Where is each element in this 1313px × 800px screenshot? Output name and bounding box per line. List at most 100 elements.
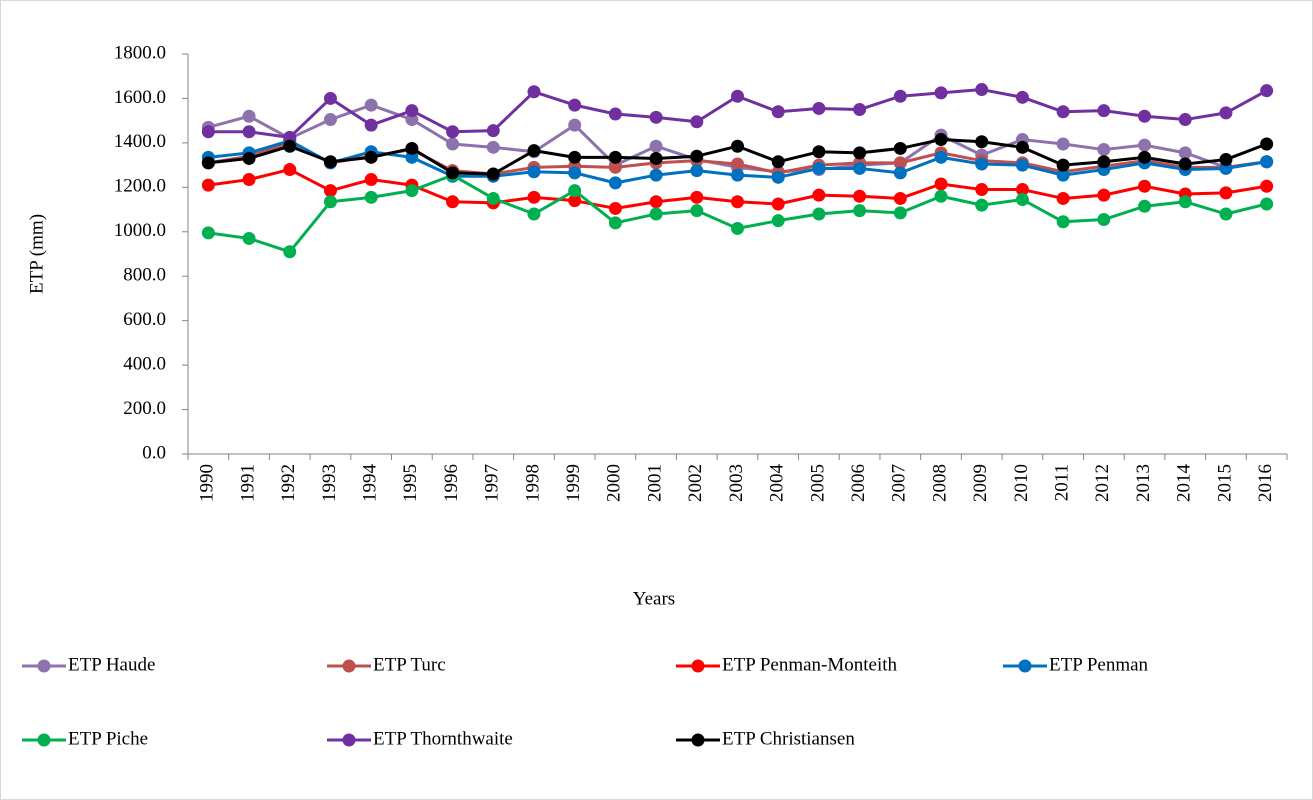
data-point [1015,140,1029,154]
data-point [1138,109,1152,123]
data-point [283,245,297,259]
data-point [1097,188,1111,202]
legend-label: ETP Penman-Monteith [722,654,898,675]
y-tick-label: 1200.0 [114,176,166,197]
data-point [771,170,785,184]
x-tick-label: 2011 [1051,464,1072,501]
data-point [364,190,378,204]
data-point [934,133,948,147]
data-point [405,141,419,155]
data-point [323,91,337,105]
data-point [364,150,378,164]
data-point [690,115,704,129]
data-point [364,98,378,112]
data-point [608,150,622,164]
data-point [1260,179,1274,193]
data-point [323,184,337,198]
data-point [649,139,663,153]
data-point [649,151,663,165]
data-point [893,89,907,103]
data-point [731,168,744,182]
data-point [405,150,419,164]
x-tick-label: 2001 [644,464,665,502]
x-tick-label: 1999 [563,464,584,502]
x-tick-label: 1995 [400,464,421,502]
y-tick-label: 1400.0 [114,131,166,152]
data-point [1056,158,1070,172]
data-point [853,161,867,175]
data-point [893,166,907,180]
legend-swatch-marker [691,659,705,673]
data-point [853,189,867,203]
data-point [649,207,663,221]
data-point [771,197,785,211]
data-point [242,173,256,187]
legend-label: ETP Christiansen [722,728,855,749]
legend-label: ETP Penman [1049,654,1149,675]
data-point [201,178,215,192]
data-point [731,139,744,153]
data-point [1219,186,1233,200]
y-tick-label: 200.0 [123,398,166,419]
data-point [649,110,663,124]
data-point [649,195,663,209]
data-point [893,141,907,155]
x-tick-label: 2014 [1174,464,1195,503]
data-point [1097,143,1111,157]
data-point [527,165,541,179]
x-axis-title: Years [633,588,675,609]
x-tick-label: 1993 [319,464,340,502]
x-tick-label: 2005 [807,464,828,502]
data-point [1015,183,1029,197]
legend-label: ETP Piche [68,728,148,749]
data-point [934,150,948,164]
data-point [242,151,256,165]
data-point [364,173,378,187]
data-point [690,164,704,178]
data-point [1138,199,1152,213]
data-point [853,204,867,218]
data-point [446,195,460,209]
data-point [853,103,867,117]
data-point [608,176,622,190]
data-point [242,125,256,139]
data-point [1056,215,1070,229]
data-point [201,125,215,139]
x-tick-label: 1991 [237,464,258,502]
x-tick-label: 2000 [604,464,625,502]
data-point [731,89,744,103]
data-point [527,207,541,221]
data-point [1178,195,1192,209]
data-point [812,101,826,115]
data-point [283,139,297,153]
x-tick-label: 2007 [889,464,910,502]
data-point [486,191,500,205]
legend-swatch-marker [691,733,705,747]
data-point [812,207,826,221]
legend-swatch-marker [1018,659,1032,673]
data-point [771,155,785,169]
x-tick-label: 1990 [197,464,218,502]
data-point [1178,157,1192,171]
x-tick-label: 2006 [848,464,869,502]
data-point [568,166,582,180]
data-point [1056,191,1070,205]
x-tick-label: 2012 [1092,464,1113,502]
data-point [1178,146,1192,160]
data-point [486,167,500,181]
data-point [690,190,704,204]
data-point [1056,137,1070,151]
data-point [527,190,541,204]
data-point [405,104,419,118]
y-tick-label: 1000.0 [114,220,166,241]
y-axis-title: ETP (mm) [26,214,47,294]
x-tick-label: 2013 [1133,464,1154,502]
data-point [812,161,826,175]
data-point [975,183,989,197]
data-point [812,145,826,159]
data-point [608,201,622,215]
data-point [283,163,297,177]
data-point [690,149,704,163]
